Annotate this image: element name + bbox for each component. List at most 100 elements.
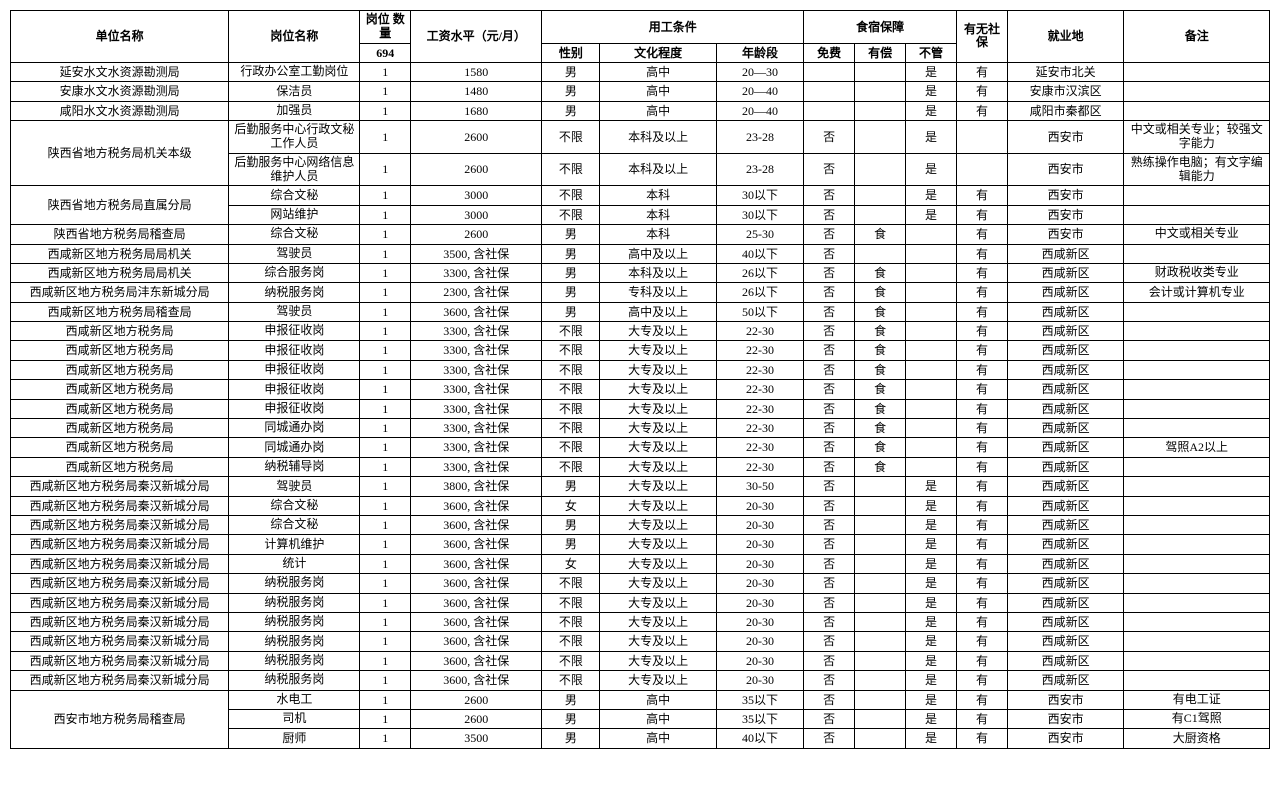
cell-remark <box>1124 82 1270 101</box>
cell-insurance: 有 <box>957 729 1008 748</box>
table-row: 陕西省地方税务局直属分局综合文秘13000不限本科30以下否是有西安市 <box>11 186 1270 205</box>
cell-none: 是 <box>906 729 957 748</box>
header-location: 就业地 <box>1007 11 1123 63</box>
cell-paid: 食 <box>855 360 906 379</box>
cell-paid: 食 <box>855 225 906 244</box>
cell-paid: 食 <box>855 302 906 321</box>
cell-location: 西咸新区 <box>1007 612 1123 631</box>
cell-free: 否 <box>804 651 855 670</box>
cell-insurance: 有 <box>957 244 1008 263</box>
cell-none <box>906 457 957 476</box>
cell-age: 40以下 <box>716 244 803 263</box>
cell-age: 20-30 <box>716 671 803 690</box>
cell-education: 本科 <box>600 225 716 244</box>
cell-position: 驾驶员 <box>229 477 360 496</box>
cell-gender: 不限 <box>542 186 600 205</box>
cell-unit: 西咸新区地方税务局秦汉新城分局 <box>11 574 229 593</box>
cell-age: 20-30 <box>716 612 803 631</box>
cell-education: 大专及以上 <box>600 632 716 651</box>
cell-insurance: 有 <box>957 302 1008 321</box>
cell-none: 是 <box>906 632 957 651</box>
cell-salary: 3600, 含社保 <box>411 554 542 573</box>
cell-position: 司机 <box>229 709 360 728</box>
cell-remark <box>1124 419 1270 438</box>
cell-free: 否 <box>804 612 855 631</box>
cell-none: 是 <box>906 515 957 534</box>
table-row: 西咸新区地方税务局稽查局驾驶员13600, 含社保男高中及以上50以下否食有西咸… <box>11 302 1270 321</box>
cell-none <box>906 438 957 457</box>
cell-unit: 西咸新区地方税务局 <box>11 380 229 399</box>
cell-insurance: 有 <box>957 225 1008 244</box>
cell-insurance: 有 <box>957 574 1008 593</box>
cell-age: 20-30 <box>716 651 803 670</box>
cell-unit: 西咸新区地方税务局 <box>11 322 229 341</box>
cell-paid <box>855 82 906 101</box>
cell-none: 是 <box>906 82 957 101</box>
cell-quantity: 1 <box>360 612 411 631</box>
cell-insurance: 有 <box>957 263 1008 282</box>
cell-education: 专科及以上 <box>600 283 716 302</box>
header-unit: 单位名称 <box>11 11 229 63</box>
cell-unit: 西咸新区地方税务局秦汉新城分局 <box>11 612 229 631</box>
cell-free: 否 <box>804 709 855 728</box>
cell-free: 否 <box>804 593 855 612</box>
cell-location: 西咸新区 <box>1007 535 1123 554</box>
header-lodging: 食宿保障 <box>804 11 957 44</box>
cell-gender: 男 <box>542 477 600 496</box>
cell-age: 30以下 <box>716 186 803 205</box>
cell-age: 26以下 <box>716 263 803 282</box>
cell-insurance: 有 <box>957 399 1008 418</box>
cell-remark <box>1124 186 1270 205</box>
cell-gender: 不限 <box>542 322 600 341</box>
cell-position: 综合文秘 <box>229 496 360 515</box>
cell-age: 20—40 <box>716 82 803 101</box>
cell-education: 高中 <box>600 82 716 101</box>
cell-age: 20-30 <box>716 593 803 612</box>
cell-paid <box>855 612 906 631</box>
cell-paid: 食 <box>855 322 906 341</box>
cell-free: 否 <box>804 153 855 186</box>
cell-age: 23-28 <box>716 153 803 186</box>
cell-salary: 3600, 含社保 <box>411 515 542 534</box>
cell-remark <box>1124 205 1270 224</box>
cell-education: 高中及以上 <box>600 302 716 321</box>
table-row: 西咸新区地方税务局秦汉新城分局综合文秘13600, 含社保男大专及以上20-30… <box>11 515 1270 534</box>
header-education: 文化程度 <box>600 43 716 62</box>
table-row: 西咸新区地方税务局申报征收岗13300, 含社保不限大专及以上22-30否食有西… <box>11 399 1270 418</box>
cell-education: 大专及以上 <box>600 612 716 631</box>
cell-quantity: 1 <box>360 380 411 399</box>
cell-age: 30以下 <box>716 205 803 224</box>
cell-age: 20—40 <box>716 101 803 120</box>
header-none: 不管 <box>906 43 957 62</box>
cell-quantity: 1 <box>360 399 411 418</box>
cell-location: 西咸新区 <box>1007 380 1123 399</box>
cell-quantity: 1 <box>360 302 411 321</box>
cell-gender: 男 <box>542 82 600 101</box>
cell-paid <box>855 690 906 709</box>
cell-position: 申报征收岗 <box>229 399 360 418</box>
cell-position: 驾驶员 <box>229 302 360 321</box>
cell-position: 申报征收岗 <box>229 322 360 341</box>
cell-quantity: 1 <box>360 225 411 244</box>
cell-quantity: 1 <box>360 62 411 81</box>
cell-position: 纳税服务岗 <box>229 283 360 302</box>
cell-location: 西安市 <box>1007 225 1123 244</box>
cell-location: 西安市 <box>1007 690 1123 709</box>
cell-location: 西咸新区 <box>1007 399 1123 418</box>
cell-age: 23-28 <box>716 121 803 154</box>
cell-free: 否 <box>804 438 855 457</box>
cell-age: 20-30 <box>716 554 803 573</box>
cell-position: 保洁员 <box>229 82 360 101</box>
cell-paid <box>855 535 906 554</box>
cell-quantity: 1 <box>360 457 411 476</box>
table-row: 西咸新区地方税务局秦汉新城分局统计13600, 含社保女大专及以上20-30否是… <box>11 554 1270 573</box>
cell-location: 西咸新区 <box>1007 360 1123 379</box>
cell-gender: 男 <box>542 244 600 263</box>
cell-free: 否 <box>804 263 855 282</box>
cell-remark: 有电工证 <box>1124 690 1270 709</box>
cell-insurance: 有 <box>957 515 1008 534</box>
cell-unit: 西咸新区地方税务局秦汉新城分局 <box>11 593 229 612</box>
cell-location: 西咸新区 <box>1007 283 1123 302</box>
cell-unit: 西咸新区地方税务局局机关 <box>11 263 229 282</box>
cell-remark: 会计或计算机专业 <box>1124 283 1270 302</box>
